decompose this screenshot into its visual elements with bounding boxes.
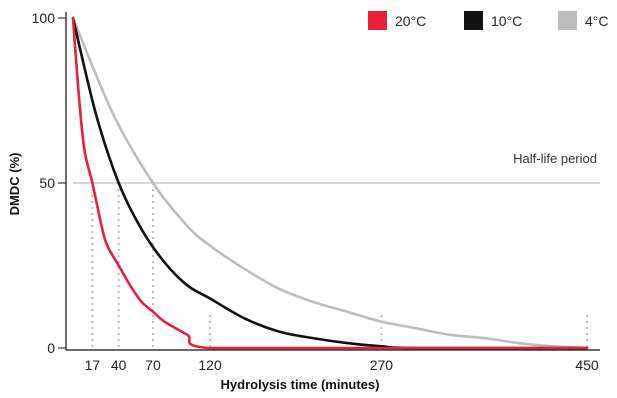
x-axis-title: Hydrolysis time (minutes) [221, 377, 380, 392]
x-tick-label: 70 [145, 357, 161, 373]
legend-label: 4°C [585, 13, 609, 29]
x-tick-label: 270 [370, 357, 394, 373]
x-tick-label: 450 [575, 357, 599, 373]
legend-swatch [464, 11, 483, 30]
series-line-20C [71, 16, 589, 350]
y-tick-label: 0 [47, 340, 55, 356]
legend-label: 10°C [491, 13, 522, 29]
series-layer [71, 16, 589, 350]
y-tick-label: 50 [39, 175, 55, 191]
y-axis-title: DMDC (%) [7, 153, 22, 216]
legend-label: 20°C [395, 13, 426, 29]
series-line-4C [71, 16, 589, 350]
legend-swatch [368, 11, 387, 30]
x-tick-label: 17 [85, 357, 101, 373]
legend-layer: 20°C 10°C 4°C [368, 11, 609, 30]
axes-layer: 0 50 100 17 40 70 120 270 450 [32, 10, 600, 373]
legend-swatch [558, 11, 577, 30]
reference-line-label: Half-life period [513, 151, 597, 166]
y-tick-label: 100 [32, 10, 56, 26]
x-tick-label: 120 [198, 357, 222, 373]
x-tick-label: 40 [111, 357, 127, 373]
